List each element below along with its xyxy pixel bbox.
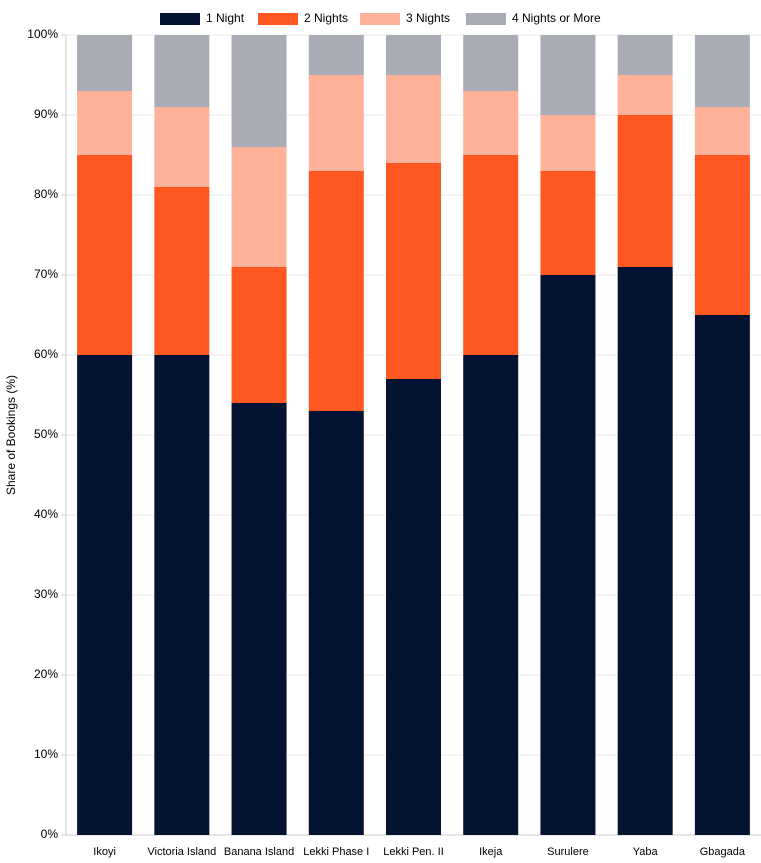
bar-segment xyxy=(617,35,673,75)
bar-segment xyxy=(231,35,287,147)
bar-segment xyxy=(540,171,596,275)
bar-segment xyxy=(386,163,441,379)
bar-segment xyxy=(386,75,441,163)
bar-segment xyxy=(231,267,287,403)
bar-segment xyxy=(77,91,133,155)
y-tick-label: 0% xyxy=(41,827,59,841)
legend-label[interactable]: 3 Nights xyxy=(406,11,450,25)
y-tick-label: 70% xyxy=(34,267,58,281)
bar-segment xyxy=(540,275,596,835)
x-tick-label: Banana Island xyxy=(224,846,294,858)
bar-segment xyxy=(617,75,673,115)
x-tick-label: Lekki Pen. II xyxy=(383,846,444,858)
legend-label[interactable]: 2 Nights xyxy=(304,11,348,25)
bar-segment xyxy=(308,411,364,835)
x-tick-label: Surulere xyxy=(547,846,589,858)
bar-segment xyxy=(154,35,210,107)
bar-segment xyxy=(694,315,750,835)
legend-swatch[interactable] xyxy=(360,13,400,25)
bar-segment xyxy=(540,35,596,115)
bar-segment xyxy=(77,155,133,355)
bar-segment xyxy=(463,355,519,835)
bar-segment xyxy=(77,35,133,91)
bar-segment xyxy=(463,35,519,91)
legend-swatch[interactable] xyxy=(160,13,200,25)
y-tick-label: 100% xyxy=(27,27,58,41)
legend-swatch[interactable] xyxy=(258,13,298,25)
bar-segment xyxy=(540,115,596,171)
bar-segment xyxy=(231,403,287,835)
y-tick-label: 50% xyxy=(34,427,58,441)
bar-segment xyxy=(463,155,519,355)
bar-segment xyxy=(463,91,519,155)
bar-segment xyxy=(231,147,287,267)
bar-segment xyxy=(154,187,210,355)
bar-segment xyxy=(386,35,441,75)
legend-label[interactable]: 1 Night xyxy=(206,11,245,25)
bar-segment xyxy=(308,75,364,171)
y-tick-label: 20% xyxy=(34,667,58,681)
x-tick-label: Victoria Island xyxy=(147,846,216,858)
bar-segment xyxy=(694,155,750,315)
y-tick-label: 10% xyxy=(34,747,58,761)
x-tick-label: Ikoyi xyxy=(93,846,116,858)
y-tick-label: 80% xyxy=(34,187,58,201)
y-tick-label: 90% xyxy=(34,107,58,121)
y-tick-label: 60% xyxy=(34,347,58,361)
bar-segment xyxy=(694,107,750,155)
bar-segment xyxy=(308,171,364,411)
bar-segment xyxy=(154,355,210,835)
bar-segment xyxy=(694,35,750,107)
x-tick-label: Gbagada xyxy=(700,846,746,858)
bar-segment xyxy=(617,267,673,835)
bar-segment xyxy=(617,115,673,267)
legend-swatch[interactable] xyxy=(466,13,506,25)
bar-segment xyxy=(77,355,133,835)
bar-segment xyxy=(308,35,364,75)
x-tick-label: Ikeja xyxy=(479,846,503,858)
x-tick-label: Lekki Phase I xyxy=(303,846,369,858)
bar-segment xyxy=(154,107,210,187)
y-tick-label: 30% xyxy=(34,587,58,601)
x-tick-label: Yaba xyxy=(633,846,659,858)
bar-segment xyxy=(386,379,441,835)
y-tick-label: 40% xyxy=(34,507,58,521)
y-axis-label: Share of Bookings (%) xyxy=(4,375,18,495)
legend-label[interactable]: 4 Nights or More xyxy=(512,11,601,25)
